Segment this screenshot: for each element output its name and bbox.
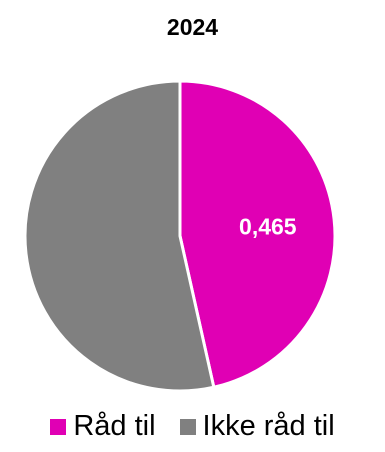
pie-slice-0: [178, 79, 337, 390]
legend-item-rad-til: Råd til: [50, 410, 156, 443]
legend-label-ikke-rad-til: Ikke råd til: [202, 410, 335, 442]
legend-label-rad-til: Råd til: [73, 410, 156, 442]
pie-chart: 0,465: [23, 79, 337, 393]
legend-item-ikke-rad-til: Ikke råd til: [179, 410, 335, 443]
legend: Råd til Ikke råd til: [0, 410, 385, 443]
legend-swatch-ikke-rad-til: [179, 418, 196, 435]
chart-title: 2024: [166, 14, 219, 40]
pie-slice-1: [23, 79, 216, 393]
legend-swatch-rad-til: [50, 418, 67, 435]
data-label-0: 0,465: [239, 213, 297, 239]
